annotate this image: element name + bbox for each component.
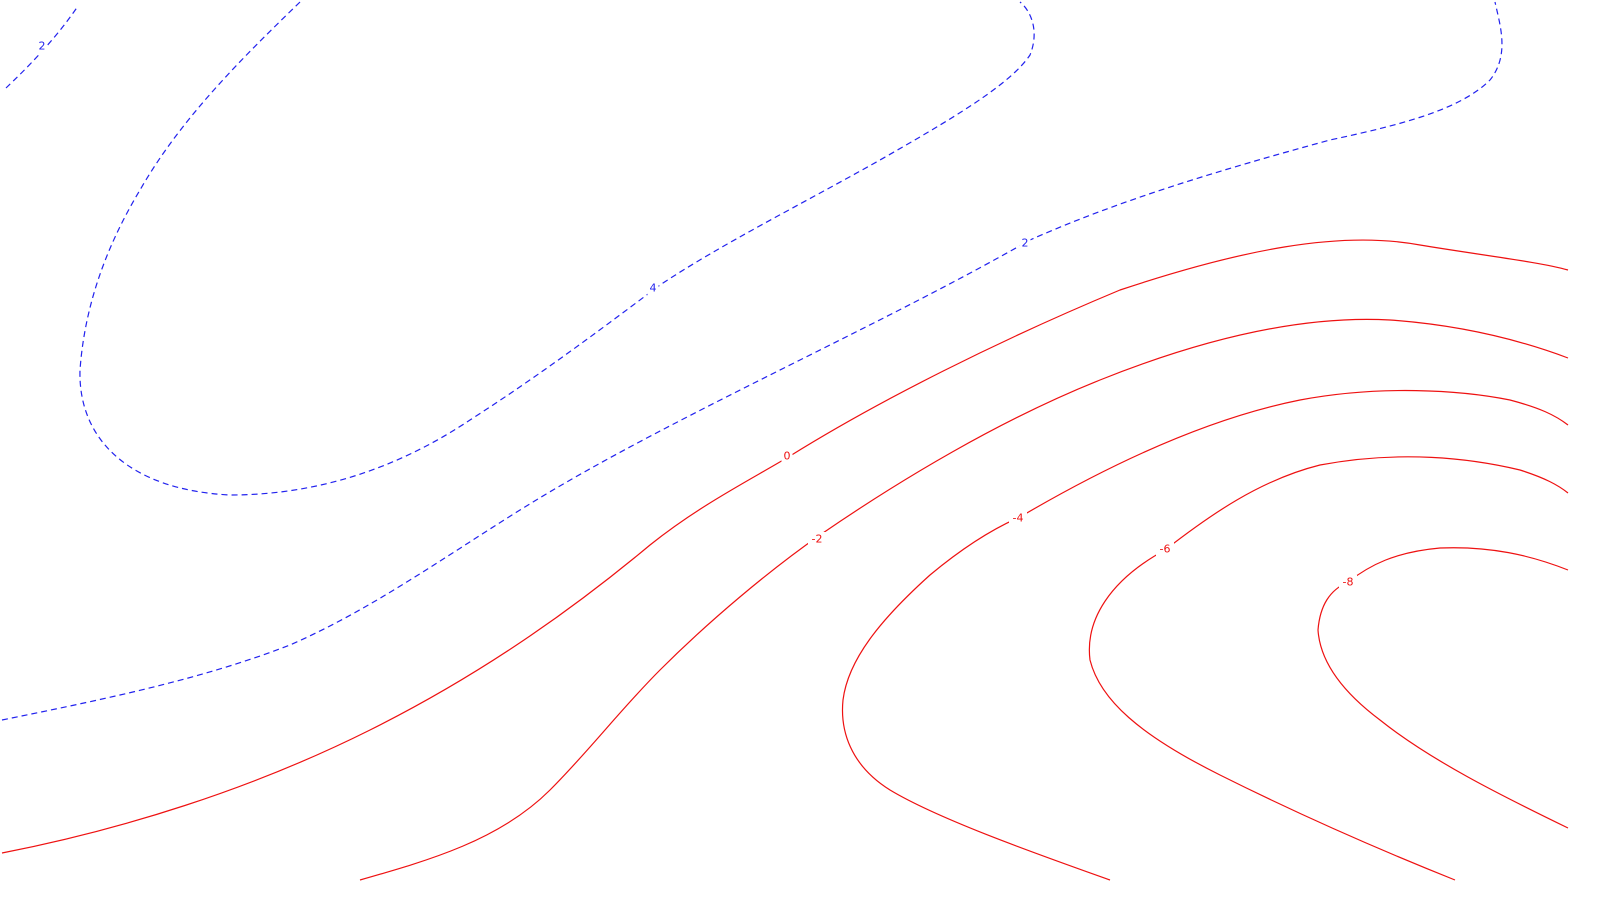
contour-label-1: 4 (650, 282, 657, 295)
contour-label-4: -2 (812, 533, 823, 546)
contour-label-gap-1 (647, 281, 659, 295)
contour-line-positive-2 (1, 1, 1503, 721)
contour-line-negative-6 (1088, 456, 1569, 881)
contour-label-7: -8 (1343, 576, 1354, 589)
contour-label-6: -6 (1160, 543, 1171, 556)
contour-label-gap-6 (1156, 542, 1174, 556)
contour-line-negative-4 (359, 318, 1569, 881)
contour-label-gap-3 (781, 449, 793, 463)
contour-label-gap-0 (36, 39, 48, 53)
contour-labels-group: 2 4 2 0 -2 -4 -6 -8 (36, 39, 1357, 589)
contour-label-gap-4 (808, 532, 826, 546)
contour-label-2: 2 (1022, 237, 1029, 250)
contour-line-negative-5 (841, 389, 1569, 881)
contour-label-gap-7 (1339, 575, 1357, 589)
contour-line-negative-7 (1317, 547, 1569, 829)
contour-label-gap-2 (1019, 236, 1031, 250)
contour-label-5: -4 (1013, 512, 1024, 525)
contour-label-3: 0 (784, 450, 791, 463)
contour-label-0: 2 (39, 40, 46, 53)
contour-label-gap-5 (1009, 511, 1027, 525)
